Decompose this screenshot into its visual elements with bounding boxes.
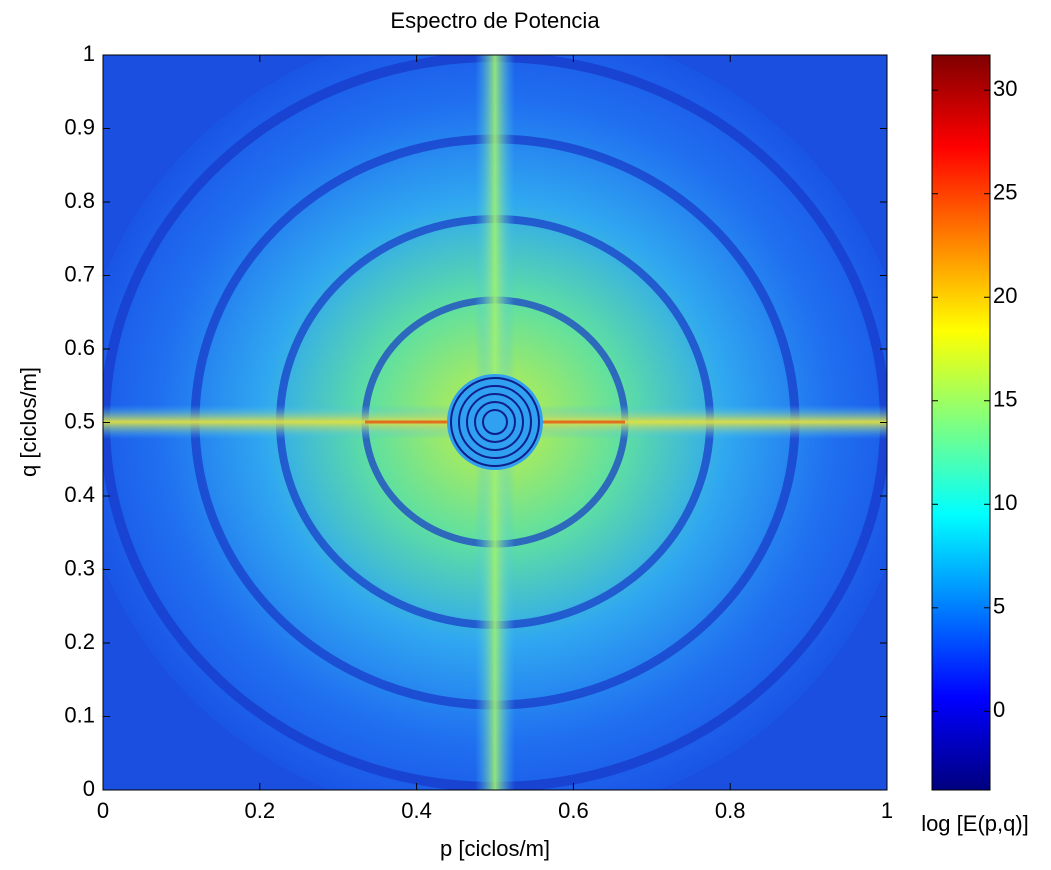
y-tick-label: 0.3 <box>64 555 95 580</box>
colorbar-tick-label: 20 <box>993 283 1017 308</box>
colorbar-tick-label: 30 <box>993 76 1017 101</box>
colorbar <box>931 54 991 791</box>
y-tick-label: 0.1 <box>64 702 95 727</box>
colorbar-tick-label: 5 <box>993 594 1005 619</box>
y-tick-label: 0.6 <box>64 335 95 360</box>
y-tick-label: 0 <box>83 776 95 801</box>
y-tick-label: 1 <box>83 41 95 66</box>
y-tick-label: 0.5 <box>64 408 95 433</box>
y-tick-label: 0.7 <box>64 261 95 286</box>
x-tick-label: 0.2 <box>245 798 276 823</box>
x-tick-label: 0.4 <box>401 798 432 823</box>
colorbar-tick-label: 10 <box>993 490 1017 515</box>
colorbar-tick-label: 15 <box>993 387 1017 412</box>
chart-title: Espectro de Potencia <box>390 8 600 33</box>
colorbar-label: log [E(p,q)] <box>921 811 1029 836</box>
x-tick-label: 0.6 <box>558 798 589 823</box>
colorbar-tick-label: 0 <box>993 697 1005 722</box>
x-tick-label: 1 <box>881 798 893 823</box>
x-axis-label: p [ciclos/m] <box>440 836 550 861</box>
y-tick-label: 0.9 <box>64 114 95 139</box>
colorbar-tick-label: 25 <box>993 180 1017 205</box>
heatmap-image <box>103 55 887 790</box>
y-axis-label: q [ciclos/m] <box>16 367 41 477</box>
y-tick-label: 0.4 <box>64 482 95 507</box>
y-tick-label: 0.8 <box>64 188 95 213</box>
y-tick-label: 0.2 <box>64 629 95 654</box>
x-tick-label: 0.8 <box>715 798 746 823</box>
x-tick-label: 0 <box>97 798 109 823</box>
